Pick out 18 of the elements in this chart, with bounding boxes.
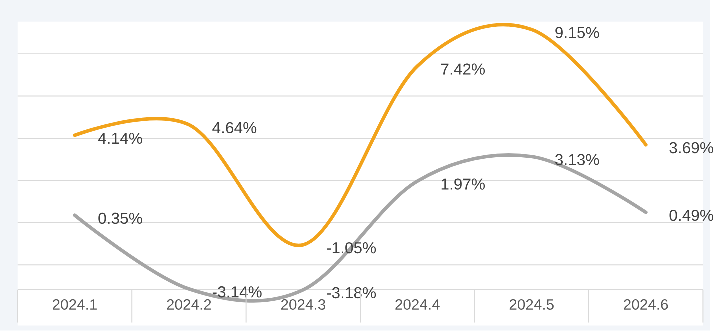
x-tick-label: 2024.4	[396, 300, 440, 310]
data-label: 3.69%	[670, 142, 714, 154]
data-label: -1.05%	[327, 242, 376, 254]
x-tick-label: 2024.2	[167, 300, 212, 310]
data-label: 0.49%	[670, 210, 714, 222]
data-label: -3.18%	[327, 288, 376, 299]
x-tick-label: 2024.3	[281, 300, 326, 310]
x-tick-label: 2024.1	[53, 300, 97, 310]
data-label: 4.14%	[98, 133, 142, 144]
data-label: 4.64%	[212, 122, 257, 134]
data-label: 0.35%	[98, 213, 142, 224]
data-label: -3.14%	[212, 286, 262, 298]
data-label: 9.15%	[556, 27, 600, 38]
data-label: 7.42%	[441, 64, 486, 75]
x-tick-label: 2024.6	[624, 300, 668, 310]
data-label: 3.13%	[556, 154, 600, 166]
x-tick-label: 2024.5	[510, 300, 554, 310]
data-label: 1.97%	[442, 178, 486, 190]
